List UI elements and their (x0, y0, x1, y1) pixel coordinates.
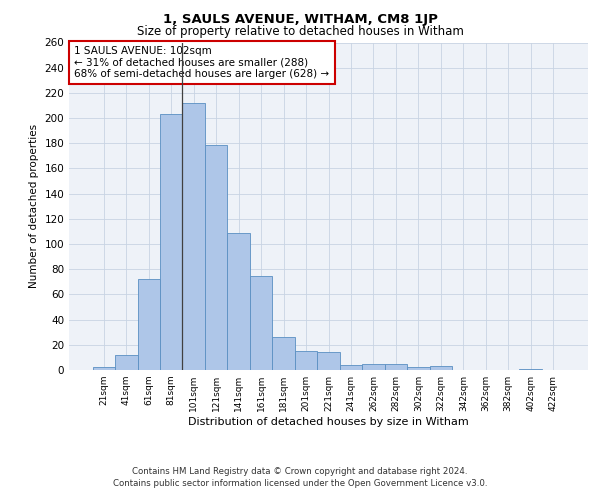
Bar (520, 368, 542, 370)
Text: Contains HM Land Registry data © Crown copyright and database right 2024.: Contains HM Land Registry data © Crown c… (132, 467, 468, 476)
Bar (160, 114, 182, 370)
Text: 1 SAULS AVENUE: 102sqm
← 31% of detached houses are smaller (288)
68% of semi-de: 1 SAULS AVENUE: 102sqm ← 31% of detached… (74, 46, 329, 79)
Bar (317, 352, 340, 370)
Bar (92, 368, 115, 370)
Bar (250, 276, 272, 370)
Bar (295, 351, 317, 370)
Y-axis label: Number of detached properties: Number of detached properties (29, 124, 39, 288)
Bar (272, 337, 295, 370)
Text: Contains public sector information licensed under the Open Government Licence v3: Contains public sector information licen… (113, 478, 487, 488)
Bar (407, 368, 430, 370)
Bar (430, 366, 452, 370)
Bar (362, 364, 385, 370)
Bar (205, 144, 227, 370)
Bar (340, 365, 362, 370)
Bar (115, 355, 137, 370)
Bar (227, 232, 250, 370)
Text: 1, SAULS AVENUE, WITHAM, CM8 1JP: 1, SAULS AVENUE, WITHAM, CM8 1JP (163, 12, 437, 26)
Bar (137, 280, 160, 370)
Bar (385, 364, 407, 370)
Text: Size of property relative to detached houses in Witham: Size of property relative to detached ho… (137, 25, 463, 38)
X-axis label: Distribution of detached houses by size in Witham: Distribution of detached houses by size … (188, 417, 469, 427)
Bar (182, 103, 205, 370)
